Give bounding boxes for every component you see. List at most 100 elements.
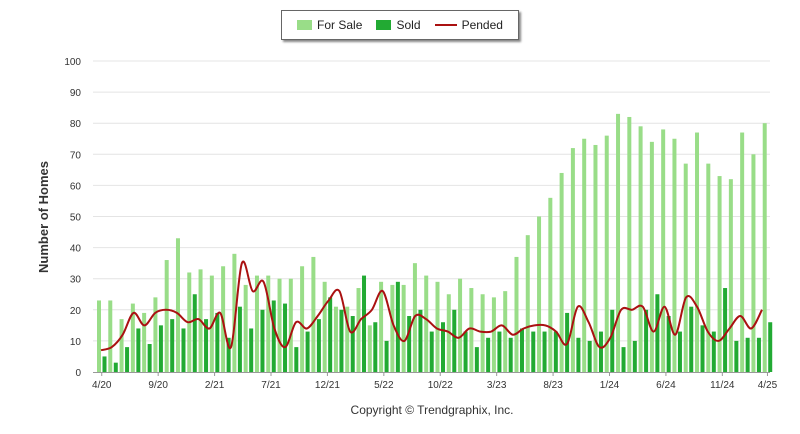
- for-sale-bar: [570, 148, 575, 372]
- sold-bar: [125, 347, 130, 372]
- for-sale-bar: [119, 319, 124, 372]
- sold-bar: [621, 347, 626, 372]
- for-sale-bar: [266, 275, 271, 372]
- x-tick-label: 7/21: [261, 380, 281, 391]
- sold-bar: [215, 312, 220, 372]
- sold-bar: [294, 347, 299, 372]
- sold-bar: [587, 340, 592, 372]
- sold-bar: [474, 347, 479, 372]
- sold-bar: [441, 322, 445, 372]
- sold-bar: [598, 331, 603, 372]
- sold-bar: [181, 328, 186, 372]
- x-axis-ticks: 4/20 9/20 2/21 7/21 12/21 5/22 10/22 3/23 8/23 1/…: [92, 372, 778, 391]
- sold-bar: [486, 337, 491, 372]
- for-sale-swatch: [297, 20, 313, 30]
- for-sale-bar: [390, 284, 395, 372]
- sold-bar: [113, 362, 118, 372]
- y-tick-label: 90: [70, 88, 82, 99]
- legend-label-for-sale: For Sale: [317, 18, 363, 32]
- y-tick-label: 100: [64, 57, 81, 68]
- sold-bar: [610, 309, 615, 372]
- sold-bar: [508, 337, 513, 372]
- for-sale-bar: [672, 138, 677, 372]
- for-sale-bar: [401, 284, 406, 372]
- x-tick-label: 6/24: [656, 380, 676, 391]
- sold-bar: [429, 331, 434, 372]
- sold-bar: [531, 331, 536, 372]
- pended-line: [100, 260, 763, 352]
- for-sale-bar: [367, 325, 372, 372]
- sold-bar: [553, 331, 558, 372]
- sold-bar: [362, 275, 367, 372]
- sold-bar: [158, 325, 163, 372]
- for-sale-bar: [232, 253, 237, 372]
- sold-bar: [497, 331, 502, 372]
- sold-bar: [463, 331, 468, 372]
- sold-bar: [260, 309, 265, 372]
- sold-bar: [689, 306, 694, 372]
- y-tick-label: 20: [70, 306, 82, 317]
- for-sale-bar: [593, 144, 598, 372]
- for-sale-bar: [435, 281, 440, 372]
- for-sale-bar: [356, 288, 361, 372]
- sold-bar: [136, 328, 141, 372]
- for-sale-bar: [164, 260, 169, 372]
- x-tick-label: 1/24: [600, 380, 620, 391]
- for-sale-bar: [751, 154, 756, 372]
- sold-bar: [632, 340, 637, 372]
- sold-bar: [316, 319, 321, 372]
- for-sale-bar: [525, 235, 530, 372]
- x-tick-label: 11/24: [710, 380, 735, 391]
- sold-bar: [418, 309, 423, 372]
- for-sale-bar: [277, 278, 282, 372]
- for-sale-bar: [424, 275, 429, 372]
- legend-item-for-sale[interactable]: For Sale: [297, 18, 362, 32]
- x-tick-label: 3/23: [487, 380, 507, 391]
- y-tick-label: 60: [70, 181, 82, 192]
- sold-bar: [711, 331, 716, 372]
- for-sale-bar: [695, 132, 700, 372]
- sold-bar: [700, 325, 705, 372]
- legend-item-pended[interactable]: Pended: [434, 18, 503, 32]
- for-sale-bar: [254, 275, 259, 372]
- for-sale-bar: [491, 297, 496, 372]
- sold-bar: [373, 322, 378, 372]
- sold-bar: [452, 309, 457, 372]
- y-axis-label: Number of Homes: [36, 161, 51, 273]
- sold-swatch: [376, 20, 392, 30]
- for-sale-bar: [616, 113, 621, 373]
- x-tick-label: 10/22: [428, 380, 453, 391]
- for-sale-bar: [582, 138, 587, 372]
- legend: For Sale Sold Pended: [281, 10, 519, 40]
- for-sale-bar: [728, 179, 733, 372]
- x-tick-label: 2/21: [205, 380, 225, 391]
- sold-bar: [407, 316, 412, 372]
- sold-bar: [677, 331, 682, 372]
- sold-bar: [350, 316, 355, 372]
- legend-label-sold: Sold: [396, 18, 421, 32]
- for-sale-bar: [649, 141, 654, 372]
- sold-bar: [723, 288, 728, 372]
- for-sale-bar: [661, 129, 666, 372]
- for-sale-bar: [548, 197, 553, 372]
- for-sale-bar: [311, 256, 316, 372]
- pended-swatch: [434, 24, 457, 26]
- x-tick-label: 5/22: [374, 380, 394, 391]
- y-tick-label: 80: [70, 119, 82, 130]
- sold-bar: [204, 319, 209, 372]
- for-sale-bar: [333, 306, 338, 372]
- for-sale-bar: [604, 135, 609, 372]
- for-sale-bar: [559, 172, 564, 372]
- legend-item-sold[interactable]: Sold: [376, 18, 421, 32]
- for-sale-bar: [153, 297, 158, 372]
- y-axis-ticks: 0 10 20 30 40 50 60 70 80 90 100: [64, 57, 81, 379]
- for-sale-bar: [345, 306, 350, 372]
- for-sale-bar: [638, 126, 643, 372]
- for-sale-bar: [627, 116, 632, 372]
- y-tick-label: 70: [70, 150, 82, 161]
- for-sale-bar: [322, 281, 327, 372]
- pended-line-group: [100, 260, 763, 352]
- for-sale-bar: [458, 278, 463, 372]
- sold-bar: [226, 337, 231, 372]
- x-tick-label: 9/20: [148, 380, 168, 391]
